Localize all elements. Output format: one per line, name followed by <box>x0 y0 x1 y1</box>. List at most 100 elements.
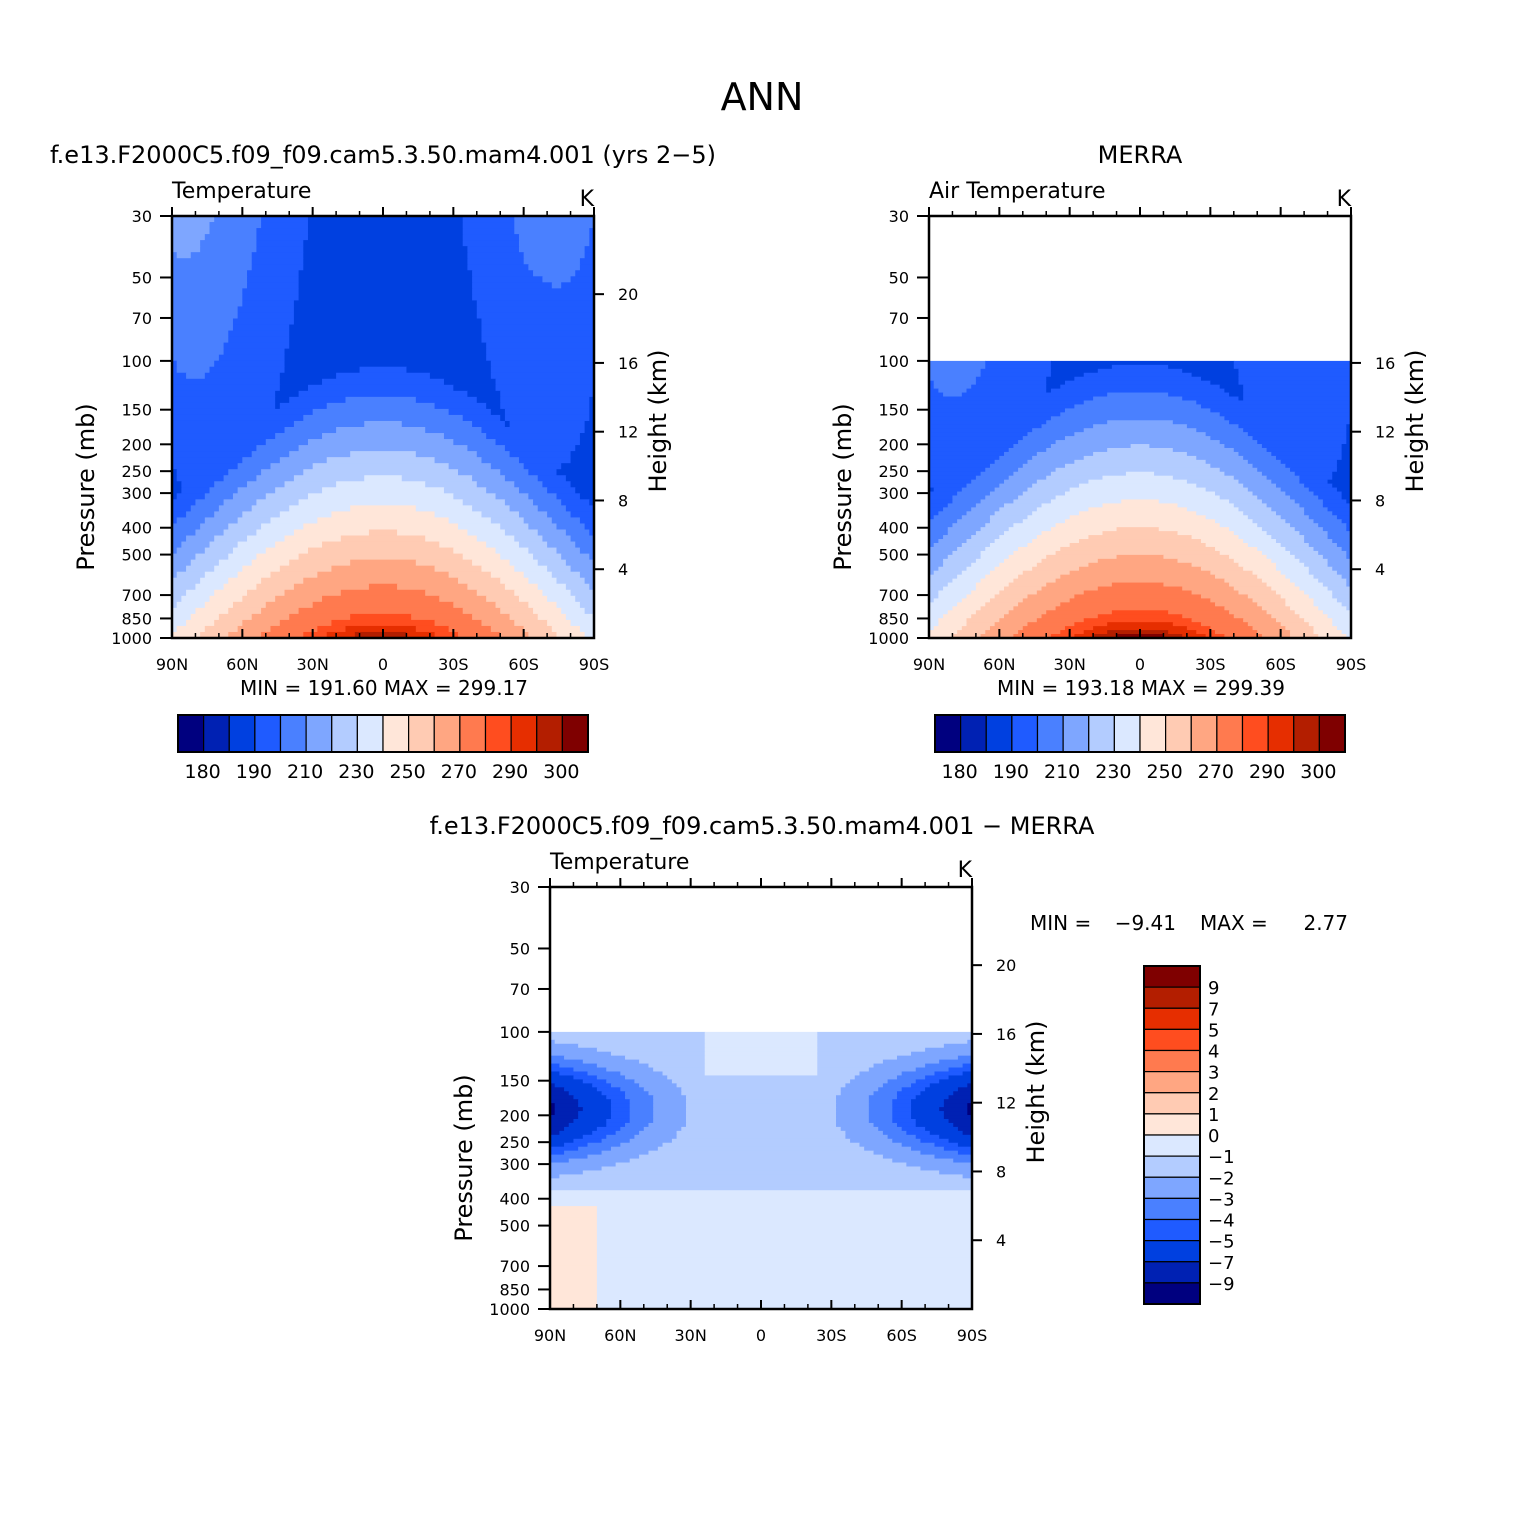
heatmap-cell <box>547 511 572 519</box>
heatmap-cell <box>550 1115 579 1120</box>
heatmap-cell <box>589 529 594 537</box>
heatmap-cell <box>1004 558 1043 564</box>
heatmap-cell <box>537 583 567 591</box>
heatmap-cell <box>596 1233 972 1239</box>
heatmap-cell <box>1013 606 1057 611</box>
heatmap-cell <box>509 505 539 512</box>
heatmap-cell <box>1215 546 1258 552</box>
heatmap-cell <box>1041 586 1099 592</box>
heatmap-cell <box>209 595 243 603</box>
heatmap-cell <box>939 1134 972 1140</box>
heatmap-cell <box>284 589 342 597</box>
heatmap-cell <box>172 402 276 410</box>
heatmap-cell <box>596 1221 972 1227</box>
heatmap-cell <box>195 583 225 591</box>
heatmap-cell <box>1088 479 1188 485</box>
heatmap-cell <box>561 553 590 561</box>
heatmap-cell <box>504 408 590 416</box>
heatmap-cell <box>643 1126 682 1132</box>
heatmap-cell <box>425 427 483 434</box>
heatmap-cell <box>550 1289 598 1294</box>
heatmap-cell <box>550 1039 556 1045</box>
heatmap-cell <box>929 578 954 584</box>
heatmap-cell <box>1322 503 1351 508</box>
heatmap-cell <box>1346 523 1351 528</box>
min-max-label: MIN = 193.18 MAX = 299.39 <box>997 676 1285 700</box>
heatmap-cell <box>817 1051 912 1057</box>
heatmap-cell <box>284 354 487 362</box>
heatmap-cell <box>868 1107 893 1112</box>
heatmap-cell <box>1177 503 1235 508</box>
heatmap-cell <box>415 559 473 567</box>
heatmap-cell <box>892 1111 912 1116</box>
heatmap-cell <box>579 258 594 265</box>
heatmap-cell <box>1304 507 1329 512</box>
heatmap-cell <box>966 618 1000 623</box>
heatmap-cell <box>1205 432 1249 437</box>
heatmap-cell <box>565 583 590 591</box>
heatmap-cell <box>486 487 520 494</box>
heatmap-cell <box>967 1107 972 1112</box>
heatmap-cell <box>472 282 553 289</box>
heatmap-cell <box>1238 424 1347 429</box>
heatmap-cell <box>209 222 262 229</box>
heatmap-cell <box>550 1166 603 1172</box>
heatmap-cell <box>228 469 262 476</box>
heatmap-cell <box>350 451 417 458</box>
heatmap-cell <box>265 439 309 446</box>
heatmap-cell <box>943 1111 968 1116</box>
heatmap-cell <box>948 1095 972 1100</box>
heatmap-cell <box>550 1146 579 1152</box>
heatmap-cell <box>1285 626 1315 631</box>
units-label: K <box>958 858 973 883</box>
heatmap-cell <box>317 517 450 525</box>
heatmap-cell <box>228 330 290 338</box>
colorbar-swatch <box>1143 1028 1201 1052</box>
heatmap-cell <box>172 499 197 506</box>
heatmap-cell <box>975 503 1005 508</box>
heatmap-cell <box>284 481 337 488</box>
heatmap-cell <box>1304 618 1333 623</box>
panel-title: f.e13.F2000C5.f09_f09.cam5.3.50.mam4.001… <box>50 141 716 169</box>
heatmap-cell <box>1200 622 1249 627</box>
heatmap-cell <box>172 222 211 229</box>
heatmap-cell <box>596 1265 972 1271</box>
heatmap-cell <box>929 471 982 477</box>
heatmap-cell <box>172 613 192 621</box>
heatmap-cell <box>606 1122 626 1128</box>
heatmap-cell <box>947 554 982 560</box>
heatmap-cell <box>929 582 949 588</box>
colorbar-label: −2 <box>1208 1168 1235 1189</box>
heatmap-cell <box>1027 459 1075 465</box>
heatmap-cell <box>1313 574 1343 580</box>
heatmap-cell <box>625 1095 654 1100</box>
right-tick-label: 4 <box>1375 560 1385 579</box>
heatmap-cell <box>172 433 276 440</box>
heatmap-cell <box>1224 444 1263 449</box>
heatmap-cell <box>1097 614 1183 619</box>
heatmap-cell <box>878 1126 903 1132</box>
heatmap-cell <box>1027 594 1075 600</box>
heatmap-cell <box>172 487 182 494</box>
heatmap-cell <box>817 1031 972 1037</box>
heatmap-cell <box>486 541 520 549</box>
heatmap-cell <box>1322 582 1347 588</box>
heatmap-cell <box>1266 531 1301 536</box>
heatmap-cell <box>172 583 197 591</box>
heatmap-cell <box>172 493 178 500</box>
heatmap-cell <box>247 282 300 289</box>
heatmap-cell <box>817 1043 945 1049</box>
heatmap-cell <box>528 631 558 638</box>
heatmap-cell <box>172 420 295 428</box>
heatmap-cell <box>486 354 594 362</box>
heatmap-cell <box>582 1134 607 1140</box>
heatmap-cell <box>172 553 197 561</box>
heatmap-cell <box>559 1063 598 1069</box>
heatmap-cell <box>929 487 935 493</box>
heatmap-cell <box>537 529 567 537</box>
x-tick-label: 90S <box>1336 655 1367 674</box>
heatmap-cell <box>528 547 558 555</box>
heatmap-cell <box>962 1063 972 1069</box>
heatmap-cell <box>242 595 276 603</box>
heatmap-cell <box>589 234 594 241</box>
